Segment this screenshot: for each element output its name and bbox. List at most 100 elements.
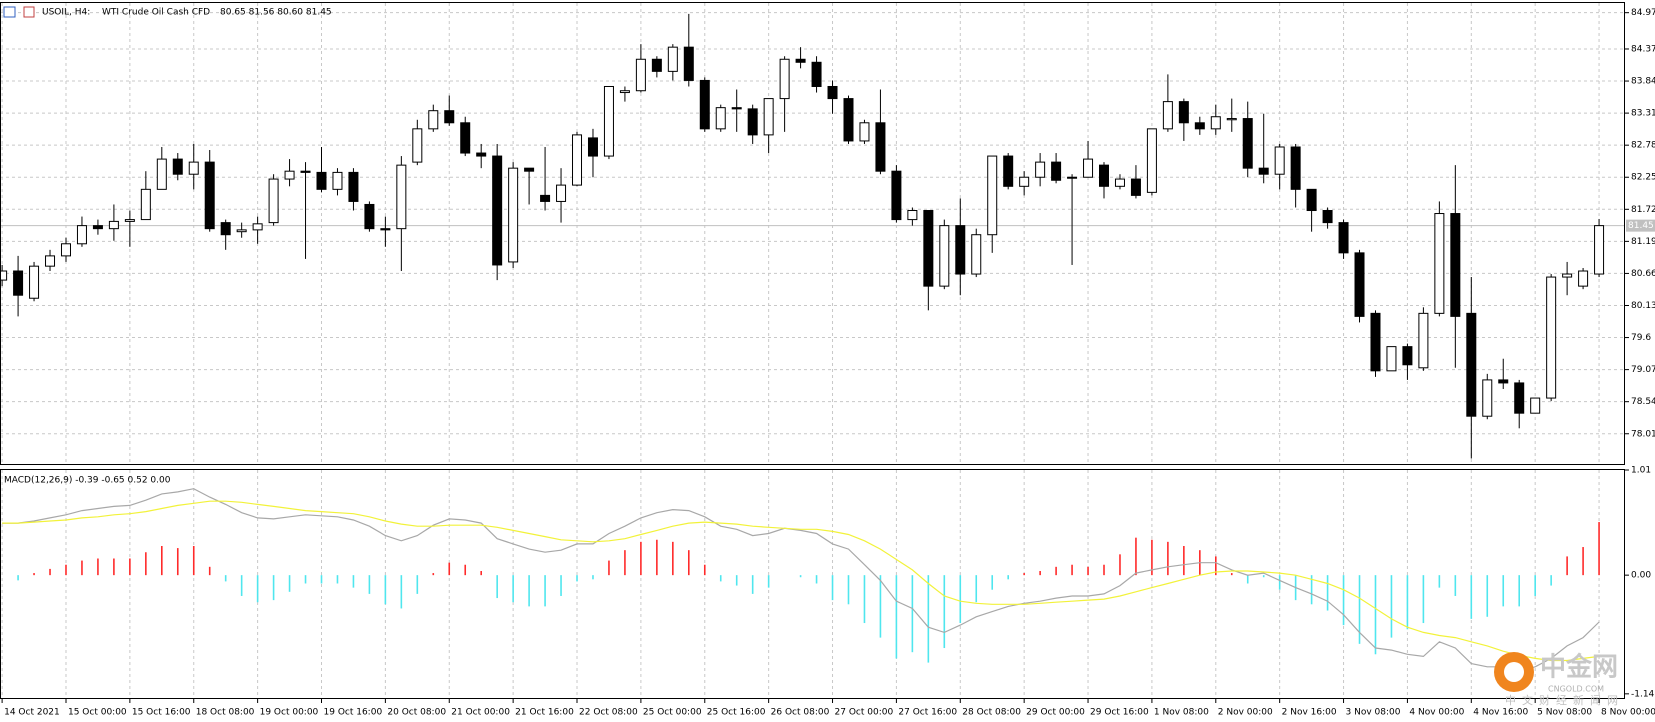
candle-body	[955, 225, 966, 275]
candle-body	[1162, 101, 1173, 130]
candle-body	[971, 234, 982, 275]
y-tick-label: 79.07	[1631, 365, 1655, 375]
x-tick-label: 28 Oct 08:00	[962, 708, 1021, 718]
candle-body	[1370, 312, 1381, 372]
candle-body	[811, 61, 822, 87]
candle-body	[364, 203, 375, 230]
candle-body	[1130, 178, 1141, 196]
candle-body	[380, 228, 391, 231]
candle-body	[444, 110, 455, 124]
candle-body	[747, 108, 758, 136]
candle-body	[635, 58, 646, 92]
candle-body	[29, 265, 40, 299]
candle-body	[1146, 128, 1157, 193]
candle-body	[13, 270, 24, 296]
candle-body	[843, 98, 854, 142]
candle-body	[1274, 146, 1285, 175]
candle-body	[460, 122, 471, 154]
candle-body	[476, 152, 487, 157]
chart-title: USOIL, H4:	[42, 8, 90, 18]
y-tick-label: 0.00	[1631, 571, 1651, 581]
candle-body	[172, 158, 183, 175]
candle-body	[827, 85, 838, 100]
candle-body	[923, 210, 934, 287]
macd-title: MACD(12,26,9) -0.39 -0.65 0.52 0.00	[4, 476, 171, 486]
candle-body	[556, 184, 567, 202]
candle-body	[939, 225, 950, 287]
candle-body	[1434, 213, 1445, 314]
x-tick-label: 4 Nov 16:00	[1473, 708, 1528, 718]
y-tick-label: 81.72	[1631, 205, 1655, 215]
x-tick-label: 3 Nov 08:00	[1346, 708, 1401, 718]
candle-body	[524, 167, 535, 172]
x-tick-label: 2 Nov 00:00	[1218, 708, 1273, 718]
candle-body	[1051, 161, 1062, 181]
candle-body	[619, 90, 630, 94]
candle-body	[300, 170, 311, 173]
candle-body	[1402, 346, 1413, 366]
candle-body	[1466, 312, 1477, 417]
candle-body	[1194, 122, 1205, 130]
watermark: 中金网 CNGOLD.COM 中文财经新闻网	[1494, 652, 1618, 707]
x-tick-label: 14 Oct 2021	[4, 708, 60, 718]
y-tick-label: 78.54	[1631, 397, 1655, 407]
candle-body	[1035, 161, 1046, 178]
y-tick-label: 80.13	[1631, 301, 1655, 311]
macd-panel-frame	[0, 469, 1625, 699]
candle-body	[508, 167, 519, 263]
watermark-domain: CNGOLD.COM	[1548, 685, 1604, 694]
candle-body	[1594, 225, 1605, 275]
candle-body	[1083, 158, 1094, 178]
x-tick-label: 21 Oct 16:00	[515, 708, 574, 718]
x-tick-label: 21 Oct 00:00	[451, 708, 510, 718]
x-tick-label: 15 Oct 00:00	[68, 708, 127, 718]
candle-body	[1114, 178, 1125, 187]
candle-body	[204, 161, 215, 230]
candle-body	[1514, 382, 1525, 414]
mark-layer	[0, 13, 1625, 672]
candle-body	[779, 58, 790, 100]
candle-body	[220, 222, 231, 236]
candle-body	[268, 178, 279, 224]
x-tick-label: 29 Oct 00:00	[1026, 708, 1085, 718]
x-tick-label: 22 Oct 08:00	[579, 708, 638, 718]
x-tick-label: 20 Oct 08:00	[387, 708, 446, 718]
candle-body	[907, 210, 918, 221]
candle-body	[683, 46, 694, 81]
y-tick-label: 84.37	[1631, 44, 1655, 54]
ohlc-text: 80.65 81.56 80.60 81.45	[220, 8, 332, 18]
candle-body	[124, 219, 135, 222]
chart-icon[interactable]	[23, 6, 35, 18]
y-tick-label: -1.14	[1631, 689, 1655, 699]
candle-body	[45, 255, 56, 267]
x-tick-label: 18 Oct 08:00	[196, 708, 255, 718]
y-tick-label: 1.01	[1631, 466, 1651, 476]
candle-body	[763, 98, 774, 136]
y-tick-label: 81.19	[1631, 237, 1655, 247]
candle-body	[1242, 118, 1253, 169]
candle-body	[540, 194, 551, 202]
candle-body	[1546, 276, 1557, 399]
candle-body	[396, 164, 407, 230]
candle-body	[1322, 210, 1333, 224]
candle-body	[1178, 101, 1189, 124]
menu-icon[interactable]	[3, 6, 16, 18]
candle-body	[332, 171, 343, 190]
candle-body	[316, 171, 327, 190]
y-tick-label: 78.01	[1631, 429, 1655, 439]
x-tick-label: 19 Oct 00:00	[260, 708, 319, 718]
candle-body	[587, 137, 598, 157]
x-tick-label: 2 Nov 16:00	[1282, 708, 1337, 718]
candle-body	[731, 107, 742, 110]
watermark-name: 中金网	[1540, 652, 1618, 683]
candle-body	[0, 270, 8, 281]
candle-body	[1003, 155, 1014, 187]
candle-body	[236, 229, 247, 233]
candle-body	[1482, 379, 1493, 417]
candle-body	[492, 155, 503, 266]
x-tick-label: 19 Oct 16:00	[324, 708, 383, 718]
candle-body	[108, 220, 119, 230]
candle-body	[348, 171, 359, 202]
price-label-box	[1626, 219, 1655, 232]
